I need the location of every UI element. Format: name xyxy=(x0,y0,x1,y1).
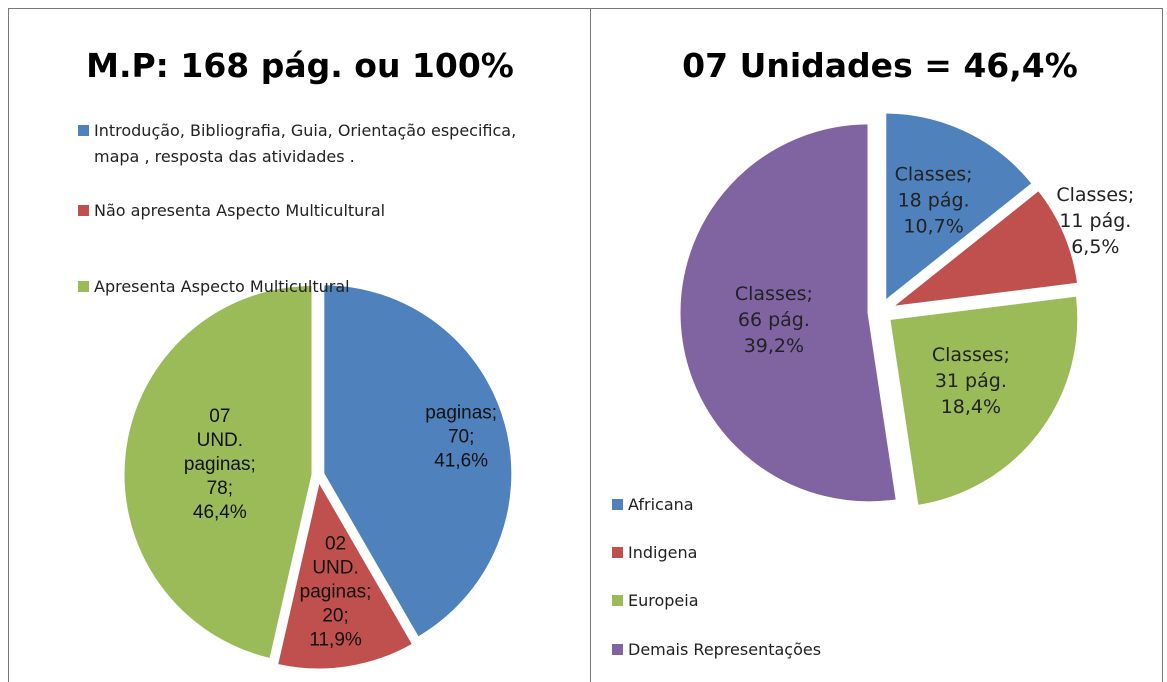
data-label: 41,6% xyxy=(434,451,488,472)
legend-label: Introdução, Bibliografia, Guia, Orientaç… xyxy=(94,121,517,166)
data-label: UND. xyxy=(312,557,358,578)
pie-slice xyxy=(121,282,315,662)
data-label: 39,2% xyxy=(744,335,804,357)
data-label: paginas; xyxy=(184,454,256,475)
data-label: Classes; xyxy=(895,164,973,186)
pie-slice xyxy=(321,282,515,641)
legend-item: Europeia xyxy=(612,588,1012,614)
legend-item: Apresenta Aspecto Multicultural xyxy=(78,274,518,300)
chart-title: 07 Unidades = 46,4% xyxy=(682,46,1078,85)
data-label: paginas; xyxy=(300,581,372,602)
data-label: 10,7% xyxy=(903,216,963,238)
legend-item: Demais Representações xyxy=(612,637,1012,663)
data-label: Classes; xyxy=(1056,184,1134,206)
legend-swatch xyxy=(612,595,623,606)
data-label: 11 pág. xyxy=(1059,210,1131,232)
data-label: 18,4% xyxy=(941,396,1001,418)
legend-label: Demais Representações xyxy=(628,640,822,659)
pie-slice xyxy=(887,293,1081,509)
pie-slice xyxy=(274,475,416,672)
legend-item: Introdução, Bibliografia, Guia, Orientaç… xyxy=(78,118,518,170)
legend-label: Apresenta Aspecto Multicultural xyxy=(94,277,350,296)
data-label: 78; xyxy=(207,478,233,499)
data-label: 18 pág. xyxy=(898,190,970,212)
data-label: 70; xyxy=(448,427,474,448)
data-label: 11,9% xyxy=(309,629,362,650)
data-label: 46,4% xyxy=(193,502,247,523)
legend-swatch xyxy=(78,205,89,216)
legend-swatch xyxy=(78,125,89,136)
pie-slice xyxy=(885,187,1081,310)
data-label: 02 xyxy=(325,533,346,554)
data-label: paginas; xyxy=(425,403,497,424)
legend-label: Europeia xyxy=(628,591,699,610)
legend-swatch xyxy=(612,644,623,655)
data-label: 20; xyxy=(322,605,348,626)
legend-label: Africana xyxy=(628,495,694,514)
legend-swatch xyxy=(78,281,89,292)
data-label: 66 pág. xyxy=(738,309,810,331)
legend-item: Não apresenta Aspecto Multicultural xyxy=(78,198,518,224)
data-label: UND. xyxy=(197,430,243,451)
legend-swatch xyxy=(612,547,623,558)
pie-slice xyxy=(883,110,1036,306)
data-label: 31 pág. xyxy=(935,370,1007,392)
data-label: 6,5% xyxy=(1071,236,1119,258)
data-label: Classes; xyxy=(735,283,813,305)
pie-slice xyxy=(677,121,900,505)
data-label: 07 xyxy=(209,406,230,427)
legend-item: Indigena xyxy=(612,540,1012,566)
data-label: Classes; xyxy=(932,344,1010,366)
chart-title: M.P: 168 pág. ou 100% xyxy=(86,46,514,85)
legend-item: Africana xyxy=(612,492,1012,518)
legend-swatch xyxy=(612,499,623,510)
frame xyxy=(8,8,1163,682)
legend-label: Não apresenta Aspecto Multicultural xyxy=(94,201,386,220)
legend-label: Indigena xyxy=(628,543,698,562)
